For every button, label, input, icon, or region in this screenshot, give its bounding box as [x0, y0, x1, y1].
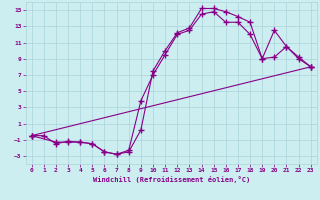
X-axis label: Windchill (Refroidissement éolien,°C): Windchill (Refroidissement éolien,°C) [92, 176, 250, 183]
